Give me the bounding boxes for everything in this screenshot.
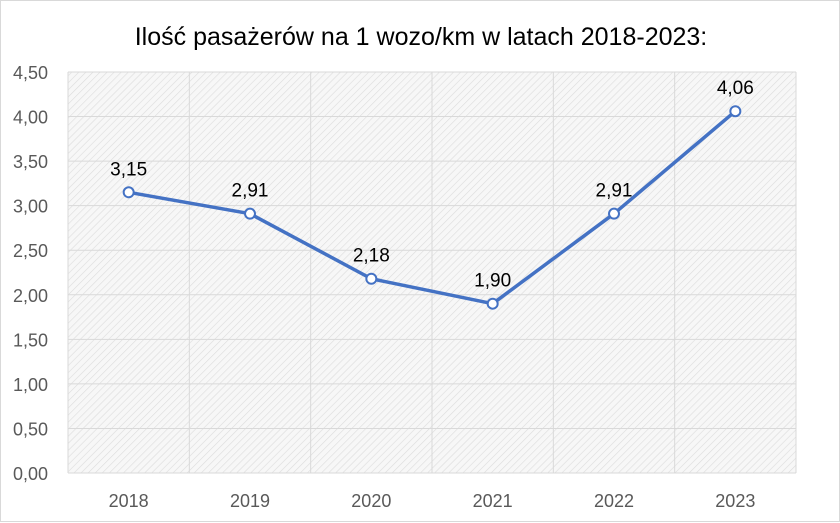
series-line [126,109,738,306]
data-label: 2,91 [596,181,633,202]
x-tick-label: 2018 [109,491,149,511]
y-tick-label: 3,50 [13,152,48,172]
y-tick-label: 4,00 [13,108,48,128]
y-tick-label: 2,00 [13,286,48,306]
data-label: 2,18 [353,246,390,267]
data-label: 2,91 [232,181,269,202]
data-point [365,272,378,285]
y-tick-label: 0,50 [13,419,48,439]
y-tick-label: 4,50 [13,63,48,83]
x-tick-label: 2020 [351,491,391,511]
chart-title: Ilość pasażerów na 1 wozo/km w latach 20… [134,23,708,51]
data-label: 1,90 [474,271,511,292]
data-point [486,297,499,310]
y-tick-label: 0,00 [13,464,48,484]
data-label: 3,15 [110,159,147,180]
x-tick-label: 2019 [230,491,270,511]
data-label: 4,06 [717,78,754,99]
data-point [244,207,256,220]
x-tick-label: 2022 [594,491,634,511]
data-point [608,207,620,220]
data-point [122,186,135,199]
y-tick-label: 1,00 [13,375,48,395]
x-tick-label: 2021 [473,491,513,511]
data-point [729,105,742,118]
y-tick-label: 1,50 [13,330,48,350]
y-tick-label: 2,50 [13,241,48,261]
y-tick-label: 3,00 [13,197,48,217]
x-tick-label: 2023 [715,491,755,511]
